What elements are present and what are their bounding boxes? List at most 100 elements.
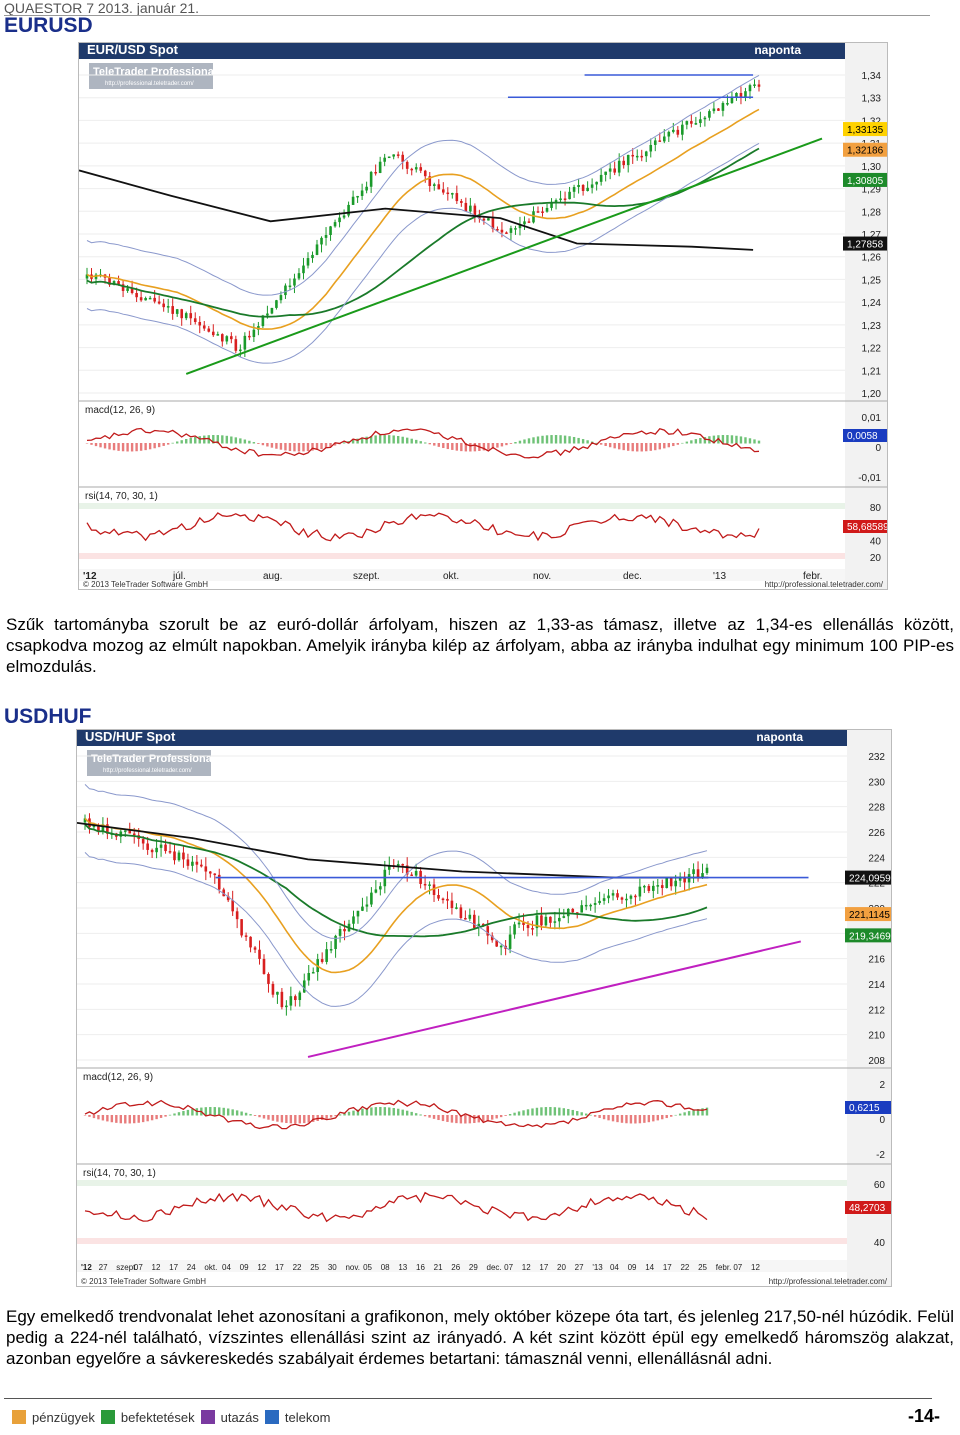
macd-histogram-bar xyxy=(356,1109,360,1116)
candle-body xyxy=(455,907,458,909)
rsi-tick-label: 40 xyxy=(874,1238,886,1249)
candle-body xyxy=(545,207,549,212)
candle-body xyxy=(266,313,269,316)
macd-histogram-bar xyxy=(459,1115,463,1124)
candle-body xyxy=(635,155,639,158)
macd-histogram-bar xyxy=(541,435,544,444)
candle-body xyxy=(531,928,534,930)
footer-bar: pénzügyek befektetések utazás telekom xyxy=(12,1404,330,1430)
macd-histogram-bar xyxy=(469,443,472,452)
candle-body xyxy=(701,873,704,879)
candle-body xyxy=(342,215,346,218)
price-tag-label: 219,3469 xyxy=(849,931,891,942)
candle-body xyxy=(333,222,337,227)
date-axis-label: szept. xyxy=(353,571,380,582)
macd-histogram-bar xyxy=(94,443,98,447)
candle-body xyxy=(253,947,257,950)
candle-body xyxy=(517,922,521,925)
candle-body xyxy=(508,934,512,949)
macd-histogram-bar xyxy=(365,436,368,444)
header-divider xyxy=(4,15,930,16)
candle-body xyxy=(173,851,176,861)
macd-histogram-bar xyxy=(419,1114,422,1116)
macd-histogram-bar xyxy=(216,435,219,444)
candle-body xyxy=(514,228,517,230)
macd-histogram-bar xyxy=(656,1115,659,1121)
macd-histogram-bar xyxy=(581,439,585,444)
macd-histogram-bar xyxy=(117,443,120,451)
candle-body xyxy=(182,852,185,860)
macd-histogram-bar xyxy=(177,1112,181,1116)
macd-histogram-bar xyxy=(532,437,535,444)
candle-body xyxy=(634,895,637,898)
candle-body xyxy=(401,864,405,866)
price-tag-label: 1,32186 xyxy=(847,146,884,157)
price-tick-label: 1,23 xyxy=(862,321,882,332)
candle-body xyxy=(387,156,391,159)
rsi-tag: 48,2703 xyxy=(849,1203,886,1214)
macd-histogram-bar xyxy=(681,442,684,444)
macd-histogram-bar xyxy=(374,1107,378,1116)
macd-histogram-bar xyxy=(663,443,666,449)
macd-histogram-bar xyxy=(567,1108,570,1116)
macd-histogram-bar xyxy=(617,443,621,450)
candle-body xyxy=(721,103,725,111)
date-axis-label: 12 xyxy=(152,1263,161,1272)
date-axis-label: nov. xyxy=(533,571,551,582)
macd-histogram-bar xyxy=(687,1111,691,1116)
date-axis-label: 08 xyxy=(381,1263,390,1272)
macd-histogram-bar xyxy=(157,443,161,448)
macd-histogram-bar xyxy=(419,441,422,444)
macd-histogram-bar xyxy=(171,442,174,444)
price-tag-box xyxy=(843,122,887,137)
macd-histogram-bar xyxy=(473,1115,476,1123)
macd-histogram-bar xyxy=(186,1109,190,1116)
candle-body xyxy=(441,898,445,901)
candle-body xyxy=(665,877,669,889)
macd-tick-label: -2 xyxy=(876,1150,885,1161)
macd-histogram-bar xyxy=(526,1109,530,1116)
usdhuf-chart-svg: USD/HUF Spot naponta TeleTrader Profession… xyxy=(76,729,891,1286)
macd-histogram-bar xyxy=(244,1112,248,1116)
befektetesek-icon xyxy=(100,1410,115,1424)
macd-histogram-bar xyxy=(598,1115,601,1118)
candle-body xyxy=(568,191,571,200)
macd-histogram-bar xyxy=(514,441,517,444)
candle-body xyxy=(473,914,476,928)
macd-histogram-bar xyxy=(602,1115,606,1120)
price-tick-label: 216 xyxy=(868,955,885,966)
candle-body xyxy=(554,200,558,203)
macd-histogram-bar xyxy=(258,1115,261,1118)
macd-histogram-bar xyxy=(320,1115,324,1120)
candle-body xyxy=(213,873,217,876)
date-axis-label: febr. xyxy=(803,571,822,582)
macd-histogram-bar xyxy=(584,1113,588,1116)
candle-body xyxy=(153,297,156,302)
rsi-line xyxy=(84,1191,708,1223)
price-tick-label: 1,34 xyxy=(862,71,882,82)
macd-histogram-bar xyxy=(297,443,301,452)
candle-body xyxy=(226,896,230,901)
macd-histogram-bar xyxy=(753,439,756,444)
macd-histogram-bar xyxy=(432,1115,436,1119)
macd-histogram-bar xyxy=(396,435,400,444)
macd-histogram-bar xyxy=(678,1113,682,1116)
price-tick-label: 232 xyxy=(868,752,885,763)
macd-histogram-bar xyxy=(499,1115,503,1118)
page-number: -14- xyxy=(907,1406,940,1426)
date-axis-label: 14 xyxy=(645,1263,654,1272)
macd-histogram-bar xyxy=(294,1115,297,1124)
macd-histogram-bar xyxy=(428,443,431,445)
candle-body xyxy=(611,893,615,896)
macd-histogram-bar xyxy=(302,443,305,452)
candle-body xyxy=(351,196,355,205)
macd-histogram-bar xyxy=(329,1115,333,1118)
macd-histogram-bar xyxy=(410,438,413,444)
teletrader-logo-box xyxy=(89,63,213,89)
candle-body xyxy=(258,949,261,959)
macd-histogram-bar xyxy=(670,1115,673,1117)
candle-body xyxy=(669,877,673,887)
macd-histogram-bar xyxy=(270,443,274,448)
candle-body xyxy=(446,192,450,195)
macd-histogram-bar xyxy=(701,1108,704,1116)
